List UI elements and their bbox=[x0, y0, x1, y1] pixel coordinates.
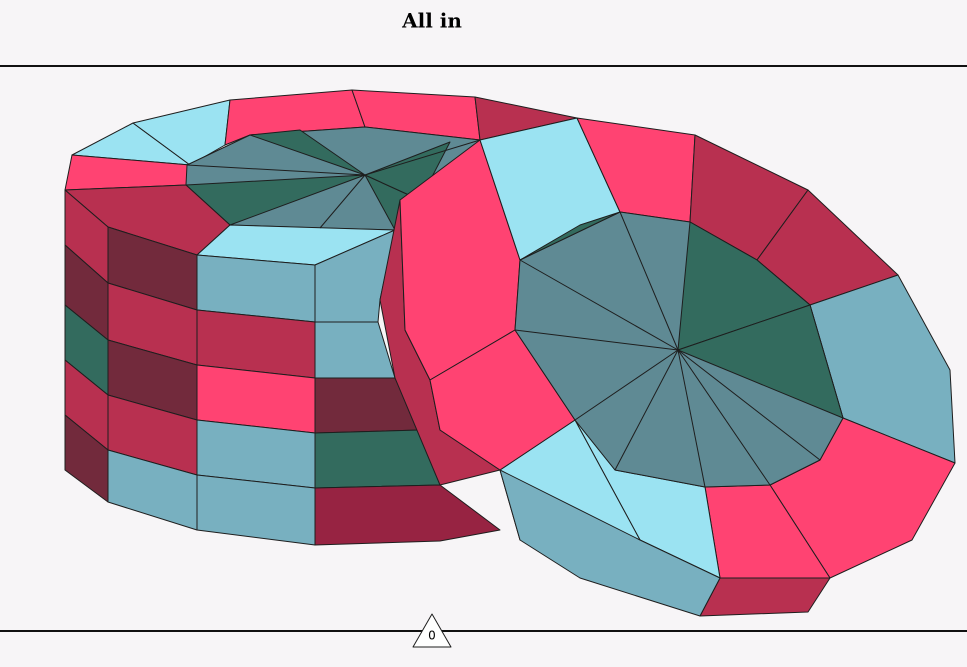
mesh-edge bbox=[364, 139, 481, 176]
mesh-face bbox=[677, 304, 844, 419]
mesh[interactable] bbox=[64, 89, 956, 617]
mesh-edge bbox=[574, 349, 679, 421]
mesh-edge bbox=[677, 349, 706, 488]
mesh-edge bbox=[614, 349, 679, 471]
mesh-edge bbox=[677, 349, 821, 461]
mesh-face bbox=[314, 229, 396, 323]
counter-badge bbox=[412, 613, 452, 648]
mesh-edge bbox=[319, 174, 366, 229]
mesh-face bbox=[364, 141, 451, 201]
mesh-edges bbox=[186, 139, 821, 488]
mesh-edge bbox=[619, 211, 679, 351]
mesh-face bbox=[519, 211, 621, 261]
mesh-face bbox=[314, 484, 501, 546]
mesh-edge bbox=[519, 259, 679, 351]
level-title: All in bbox=[401, 9, 462, 33]
mesh-edge bbox=[677, 349, 771, 486]
mesh-edge bbox=[186, 164, 366, 176]
mesh-edge bbox=[514, 329, 679, 351]
mesh-face bbox=[499, 469, 721, 617]
move-counter: 0 bbox=[428, 629, 436, 643]
mesh-face bbox=[249, 129, 366, 176]
